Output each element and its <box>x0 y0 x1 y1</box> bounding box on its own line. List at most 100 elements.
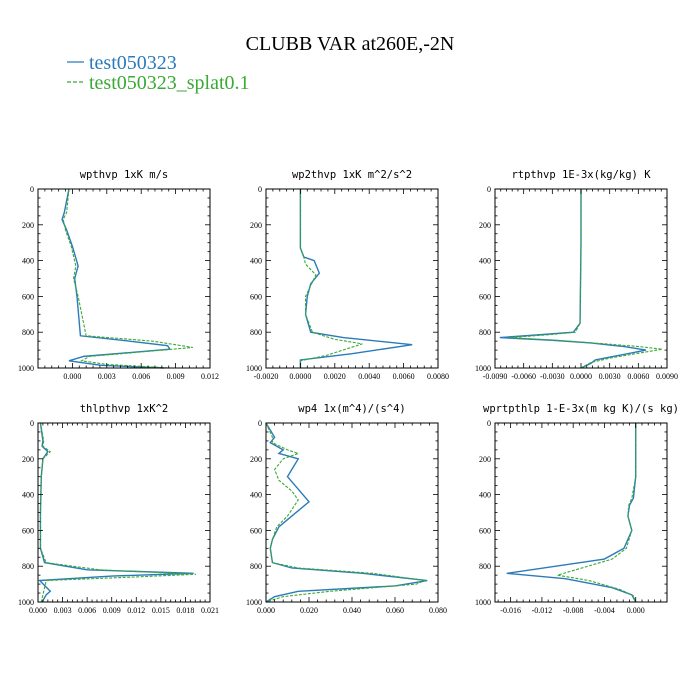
xtick-label-5-4: 0.000 <box>627 606 645 615</box>
xtick-label-3-2: 0.006 <box>78 606 96 615</box>
ytick-label-3-3: 600 <box>22 526 34 535</box>
xtick-label-1-2: 0.0020 <box>324 372 346 381</box>
xtick-label-1-0: -0.0020 <box>254 372 279 381</box>
panel-title-3: thlpthvp 1xK^2 <box>80 403 169 415</box>
ytick-label-5-5: 1000 <box>475 598 491 607</box>
legend: test050323 test050323_splat0.1 <box>67 52 250 94</box>
legend-label-0: test050323 <box>89 52 177 74</box>
xtick-label-5-2: -0.008 <box>563 606 584 615</box>
plot-frame-1 <box>265 188 439 369</box>
ytick-label-5-1: 200 <box>479 455 491 464</box>
ytick-label-5-0: 0 <box>487 419 491 428</box>
ytick-label-0-3: 600 <box>22 292 34 301</box>
ytick-label-1-2: 400 <box>250 257 262 266</box>
xtick-label-5-0: -0.016 <box>500 606 521 615</box>
ytick-label-5-2: 400 <box>479 491 491 500</box>
ytick-label-1-0: 0 <box>258 185 262 194</box>
ytick-label-4-0: 0 <box>258 419 262 428</box>
panel-0: wpthvp 1xK m/s 0 200 400 600 800 1000 0.000 0.00… <box>18 169 219 381</box>
panel-5: wprtpthlp 1-E-3x(m kg K)/(s kg) 0 200 400 60… <box>475 403 679 615</box>
xtick-label-0-1: 0.003 <box>98 372 116 381</box>
ytick-label-2-4: 800 <box>479 328 491 337</box>
xtick-label-1-3: 0.0040 <box>358 372 380 381</box>
xtick-label-1-5: 0.0080 <box>427 372 449 381</box>
xtick-label-2-0: -0.0090 <box>483 372 508 381</box>
xtick-label-0-4: 0.012 <box>201 372 219 381</box>
ytick-label-4-5: 1000 <box>246 598 262 607</box>
ytick-label-4-1: 200 <box>250 455 262 464</box>
xtick-label-4-4: 0.080 <box>429 606 447 615</box>
ytick-label-2-1: 200 <box>479 221 491 230</box>
ytick-label-2-5: 1000 <box>475 364 491 373</box>
series-line-2-0 <box>499 189 647 369</box>
xtick-label-3-4: 0.012 <box>127 606 145 615</box>
xtick-label-2-3: 0.0000 <box>570 372 592 381</box>
ytick-label-2-0: 0 <box>487 185 491 194</box>
ytick-label-2-3: 600 <box>479 292 491 301</box>
ytick-label-1-4: 800 <box>250 328 262 337</box>
xtick-label-2-5: 0.0060 <box>627 372 649 381</box>
panel-title-4: wp4 1x(m^4)/(s^4) <box>298 403 405 415</box>
xtick-label-4-3: 0.060 <box>386 606 404 615</box>
ytick-label-0-5: 1000 <box>18 364 34 373</box>
xtick-label-2-6: 0.0090 <box>656 372 678 381</box>
ytick-label-0-0: 0 <box>30 185 34 194</box>
panel-1: wp2thvp 1xK m^2/s^2 0 200 400 600 800 1000-0.0… <box>246 169 449 381</box>
series-line-4-0 <box>265 422 428 603</box>
xtick-label-1-4: 0.0060 <box>393 372 415 381</box>
xtick-label-5-1: -0.012 <box>532 606 553 615</box>
xtick-label-4-1: 0.020 <box>300 606 318 615</box>
xtick-label-2-2: -0.0030 <box>540 372 565 381</box>
panel-title-0: wpthvp 1xK m/s <box>80 169 169 181</box>
ytick-label-3-0: 0 <box>30 419 34 428</box>
ytick-label-3-2: 400 <box>22 491 34 500</box>
xtick-label-3-1: 0.003 <box>54 606 72 615</box>
series-line-1-0 <box>299 189 413 368</box>
ytick-label-3-1: 200 <box>22 455 34 464</box>
xtick-label-3-3: 0.009 <box>103 606 121 615</box>
ytick-label-3-5: 1000 <box>18 598 34 607</box>
ytick-label-0-1: 200 <box>22 221 34 230</box>
xtick-label-5-3: -0.004 <box>594 606 615 615</box>
series-line-5-0 <box>506 423 637 603</box>
xtick-label-4-0: 0.000 <box>257 606 275 615</box>
xtick-label-1-1: 0.0000 <box>289 372 311 381</box>
ytick-label-2-2: 400 <box>479 257 491 266</box>
series-line-3-1 <box>39 422 197 603</box>
series-line-3-0 <box>38 422 194 603</box>
series-line-5-1 <box>557 423 637 603</box>
xtick-label-0-3: 0.009 <box>167 372 185 381</box>
xtick-label-4-2: 0.040 <box>343 606 361 615</box>
xtick-label-2-4: 0.0030 <box>599 372 621 381</box>
ytick-label-1-5: 1000 <box>246 364 262 373</box>
xtick-label-3-5: 0.015 <box>152 606 170 615</box>
xtick-label-3-7: 0.021 <box>201 606 219 615</box>
panel-title-1: wp2thvp 1xK m^2/s^2 <box>292 169 412 181</box>
ytick-label-5-3: 600 <box>479 526 491 535</box>
ytick-label-4-2: 400 <box>250 491 262 500</box>
xtick-label-2-1: -0.0060 <box>511 372 536 381</box>
ytick-label-1-3: 600 <box>250 292 262 301</box>
panel-2: rtpthvp 1E-3x(kg/kg) K02004006008001000-… <box>475 169 678 381</box>
ytick-label-4-4: 800 <box>250 562 262 571</box>
series-line-2-1 <box>509 189 663 369</box>
legend-label-1: test050323_splat0.1 <box>89 72 250 94</box>
ytick-label-0-2: 400 <box>22 257 34 266</box>
ytick-label-1-1: 200 <box>250 221 262 230</box>
xtick-label-0-2: 0.006 <box>132 372 150 381</box>
xtick-label-0-0: 0.000 <box>63 372 81 381</box>
figure-title: CLUBB VAR at260E,-2N <box>246 33 455 55</box>
ytick-label-4-3: 600 <box>250 526 262 535</box>
ytick-label-0-4: 800 <box>22 328 34 337</box>
series-line-0-1 <box>62 188 193 369</box>
xtick-label-3-6: 0.018 <box>176 606 194 615</box>
series-line-4-1 <box>265 422 428 603</box>
ytick-label-5-4: 800 <box>479 562 491 571</box>
series-line-1-1 <box>299 189 363 368</box>
panel-title-5: wprtpthlp 1-E-3x(m kg K)/(s kg) <box>483 403 679 415</box>
plot-frame-4 <box>265 422 439 603</box>
